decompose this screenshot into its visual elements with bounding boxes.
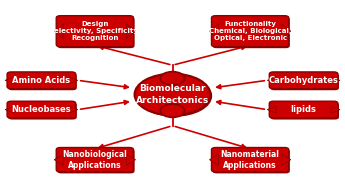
Polygon shape xyxy=(5,77,14,84)
Polygon shape xyxy=(69,77,78,84)
FancyBboxPatch shape xyxy=(213,17,290,48)
FancyBboxPatch shape xyxy=(270,103,339,120)
Polygon shape xyxy=(209,24,218,39)
FancyBboxPatch shape xyxy=(8,74,77,90)
FancyBboxPatch shape xyxy=(7,72,76,89)
FancyBboxPatch shape xyxy=(56,16,134,47)
FancyBboxPatch shape xyxy=(7,101,76,118)
Polygon shape xyxy=(127,24,136,39)
FancyBboxPatch shape xyxy=(57,17,135,48)
Text: Nucleobases: Nucleobases xyxy=(12,105,71,114)
Polygon shape xyxy=(267,77,276,84)
Text: Functionality
Chemical, Biological,
Optical, Electronic: Functionality Chemical, Biological, Opti… xyxy=(209,21,292,41)
FancyBboxPatch shape xyxy=(211,16,289,47)
Circle shape xyxy=(160,104,185,117)
Polygon shape xyxy=(282,24,291,39)
Text: Design
Selectivity, Specificity,
Recognition: Design Selectivity, Specificity, Recogni… xyxy=(49,21,140,41)
Text: Biomolecular
Architectonics: Biomolecular Architectonics xyxy=(136,84,209,105)
FancyBboxPatch shape xyxy=(269,72,338,89)
Polygon shape xyxy=(267,106,276,113)
Polygon shape xyxy=(331,106,340,113)
FancyBboxPatch shape xyxy=(211,147,289,172)
Circle shape xyxy=(160,72,185,85)
FancyBboxPatch shape xyxy=(269,101,338,118)
Circle shape xyxy=(136,75,212,117)
Polygon shape xyxy=(209,154,218,165)
Polygon shape xyxy=(54,154,63,165)
Text: Amino Acids: Amino Acids xyxy=(12,76,70,85)
Text: Nanomaterial
Applications: Nanomaterial Applications xyxy=(221,150,279,170)
Polygon shape xyxy=(5,106,14,113)
FancyBboxPatch shape xyxy=(270,74,339,90)
FancyBboxPatch shape xyxy=(213,149,290,174)
FancyBboxPatch shape xyxy=(56,147,134,172)
Polygon shape xyxy=(69,106,78,113)
Polygon shape xyxy=(331,77,340,84)
Circle shape xyxy=(135,74,210,115)
Text: Nanobiological
Applications: Nanobiological Applications xyxy=(62,150,127,170)
Polygon shape xyxy=(282,154,291,165)
Text: lipids: lipids xyxy=(290,105,317,114)
Text: Carbohydrates: Carbohydrates xyxy=(269,76,338,85)
Polygon shape xyxy=(54,24,63,39)
Polygon shape xyxy=(127,154,136,165)
FancyBboxPatch shape xyxy=(57,149,135,174)
FancyBboxPatch shape xyxy=(8,103,77,120)
